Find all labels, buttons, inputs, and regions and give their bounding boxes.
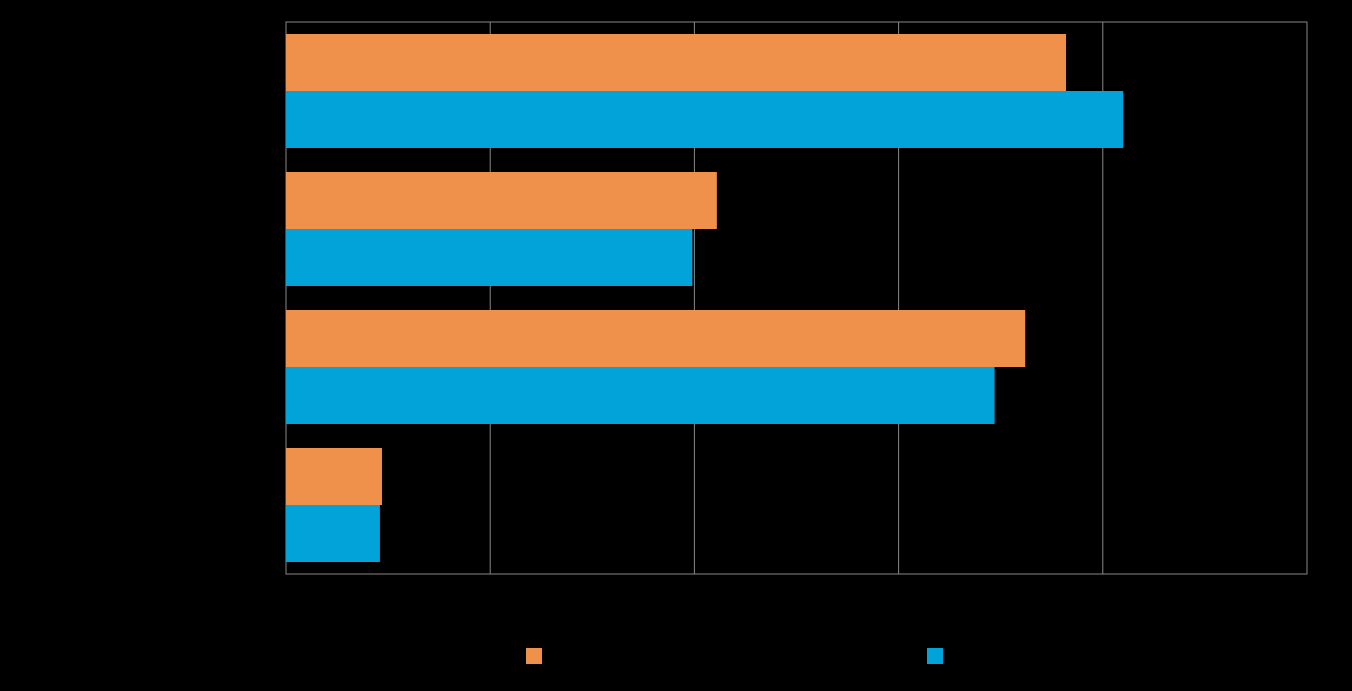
legend-swatch [526,648,542,664]
x-tick-label: 5 [1303,583,1311,599]
x-tick-label: 3 [895,583,903,599]
x-tick-label: 1 [486,583,494,599]
bar [286,91,1124,148]
bar [286,172,717,229]
bar [286,34,1067,91]
bar [286,367,995,424]
bar [286,448,382,505]
bar [286,229,693,286]
bar [286,310,1026,367]
x-tick-label: 4 [1099,583,1107,599]
x-tick-label: 2 [691,583,699,599]
bar [286,505,380,562]
legend-swatch [927,648,943,664]
x-tick-label: 0 [282,583,290,599]
